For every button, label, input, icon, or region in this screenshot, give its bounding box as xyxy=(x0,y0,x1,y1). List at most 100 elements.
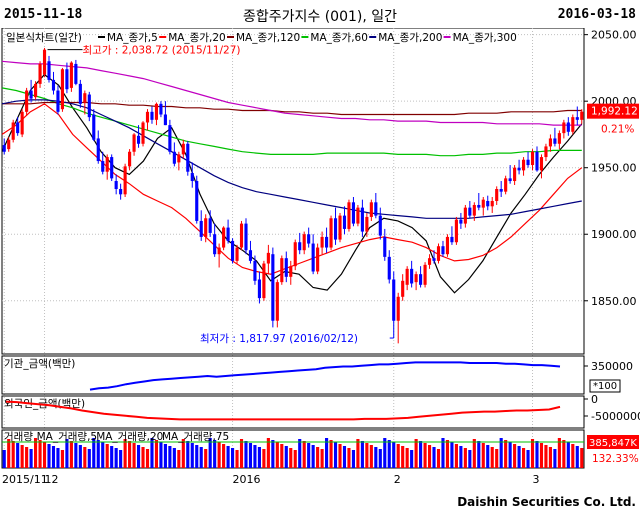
volume-bar xyxy=(450,442,454,468)
candle-body xyxy=(365,216,369,232)
candle-body xyxy=(517,167,521,171)
volume-bar xyxy=(38,440,42,468)
volume-bar xyxy=(257,447,261,468)
price-axis-label: 1950.00 xyxy=(591,162,637,175)
volume-legend: MA_거래량,75 xyxy=(162,431,229,443)
volume-bar xyxy=(521,448,526,468)
volume-bar xyxy=(307,443,311,468)
ma-line xyxy=(2,101,582,116)
candle-body xyxy=(7,139,11,150)
volume-bar xyxy=(302,441,306,468)
candle-body xyxy=(222,227,226,248)
volume-bar xyxy=(217,442,221,468)
candle-body xyxy=(530,151,535,166)
candle-body xyxy=(105,157,109,172)
candle-body xyxy=(25,90,29,112)
candle-body xyxy=(486,200,490,207)
candle-body xyxy=(190,173,194,182)
candle-body xyxy=(34,83,38,98)
candle-body xyxy=(248,250,253,261)
candle-body xyxy=(168,125,172,152)
volume-bar xyxy=(262,449,266,468)
volume-bar xyxy=(410,450,414,468)
volume-bar xyxy=(329,440,333,468)
candle-body xyxy=(51,79,56,91)
volume-bar xyxy=(284,446,288,468)
candle-body xyxy=(508,178,512,182)
volume-bar xyxy=(311,445,315,468)
institution-unit-label: *100 xyxy=(593,381,617,392)
candle-body xyxy=(83,93,87,103)
ma-line xyxy=(1,103,583,275)
volume-bar xyxy=(47,444,51,468)
volume-bar xyxy=(186,441,190,468)
volume-bar xyxy=(280,444,284,468)
candle-body xyxy=(226,227,230,241)
candle-body xyxy=(114,181,118,190)
volume-bar xyxy=(392,442,396,468)
candle-body xyxy=(445,236,450,255)
foreign-axis-label: 0 xyxy=(591,393,598,406)
volume-bar xyxy=(190,443,194,468)
candle-body xyxy=(557,133,561,144)
volume-bar xyxy=(132,443,136,468)
volume-bar xyxy=(427,445,432,468)
candle-body xyxy=(253,260,257,281)
last-price-label: 1,992.12 xyxy=(591,106,638,118)
volume-bar xyxy=(159,442,163,468)
volume-legend: 거래량 xyxy=(4,431,33,443)
candle-body xyxy=(11,122,15,140)
volume-bar xyxy=(405,448,409,468)
volume-bar xyxy=(472,439,476,468)
candle-body xyxy=(571,117,575,132)
volume-bar xyxy=(213,440,217,468)
date-axis-label: 12 xyxy=(45,473,59,486)
candle-body xyxy=(566,122,570,132)
volume-bar xyxy=(150,438,154,468)
institution-line xyxy=(89,361,561,391)
date-axis-label: 2016 xyxy=(233,473,261,486)
candle-body xyxy=(342,215,347,229)
volume-bar xyxy=(553,449,557,468)
candle-body xyxy=(145,111,150,123)
volume-bar xyxy=(7,439,11,468)
candle-body xyxy=(548,138,552,147)
candle-body xyxy=(69,62,73,88)
ma-line xyxy=(1,87,582,157)
legend-entry: MA_종가,120 xyxy=(236,32,300,44)
candle-body xyxy=(562,122,566,134)
volume-bar xyxy=(316,447,320,468)
institution-axis-label: 350000 xyxy=(591,360,633,373)
candle-body xyxy=(441,246,445,255)
volume-bar xyxy=(468,450,472,468)
volume-bar xyxy=(172,448,176,468)
volume-bar xyxy=(562,440,566,468)
volume-bar xyxy=(65,439,69,468)
candle-body xyxy=(293,242,297,267)
volume-bar xyxy=(436,449,441,468)
volume-bar xyxy=(222,444,226,468)
volume-bar xyxy=(320,449,324,468)
candle-body xyxy=(396,296,400,321)
volume-bar xyxy=(60,450,65,468)
volume-bar xyxy=(441,438,445,468)
volume-bar xyxy=(517,446,521,468)
volume-bar xyxy=(25,447,29,468)
candle-body xyxy=(374,202,378,216)
candle-body xyxy=(60,69,65,110)
volume-bar xyxy=(557,438,561,468)
date-axis-label: 3 xyxy=(533,473,540,486)
volume-bar xyxy=(248,443,253,468)
volume-bar xyxy=(168,446,172,468)
volume-value-box xyxy=(587,435,639,449)
volume-bar xyxy=(499,438,503,468)
volume-bar xyxy=(347,448,351,468)
candle-body xyxy=(96,138,100,162)
candle-body xyxy=(575,117,579,120)
volume-bar xyxy=(351,450,356,468)
volume-legend: MA_거래량,5 xyxy=(37,431,98,443)
volume-panel-frame xyxy=(1,429,585,469)
volume-bar xyxy=(530,439,535,468)
candle-body xyxy=(333,218,338,240)
institution-legend: 기관_금액(백만) xyxy=(4,358,75,370)
